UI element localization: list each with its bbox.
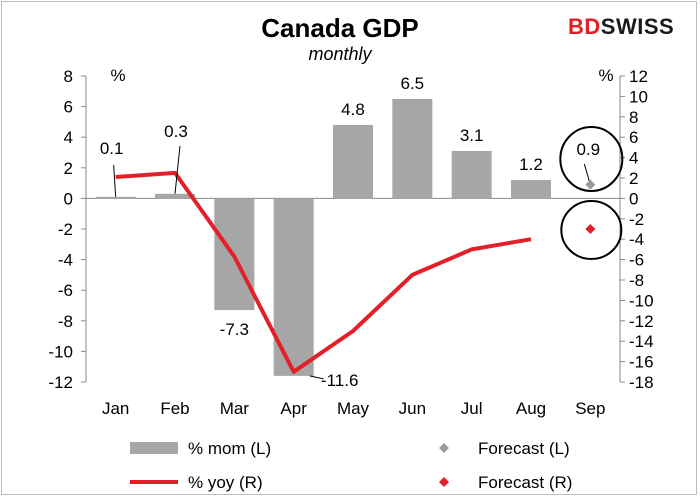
svg-text:BDSWISS: BDSWISS xyxy=(568,14,674,39)
bar-data-label: 4.8 xyxy=(341,100,365,119)
x-axis-label: Feb xyxy=(160,399,189,418)
legend-swatch-diamond xyxy=(439,477,449,487)
right-axis-tick-label: 6 xyxy=(629,128,638,147)
right-axis-tick-label: 4 xyxy=(629,149,638,168)
bar-data-label: 6.5 xyxy=(401,74,425,93)
right-axis-tick-label: 12 xyxy=(629,67,648,86)
x-axis-label: May xyxy=(337,399,370,418)
right-axis-tick-label: 8 xyxy=(629,108,638,127)
right-axis-tick-label: 0 xyxy=(629,189,638,208)
legend: % mom (L) Forecast (L) % yoy (R) Forecast (… xyxy=(130,439,572,492)
bar-mom xyxy=(333,124,373,199)
data-label-leader xyxy=(113,164,117,197)
x-axis-label: Aug xyxy=(516,399,546,418)
legend-swatch-bar xyxy=(130,442,178,454)
right-axis-tick-label: -8 xyxy=(629,271,644,290)
x-axis-label: Mar xyxy=(220,399,250,418)
bar-data-label: 0.3 xyxy=(164,122,188,141)
brand-logo-swiss: SWISS xyxy=(601,14,674,39)
right-axis-tick-label: -10 xyxy=(629,291,654,310)
left-axis-tick-label: 8 xyxy=(64,67,73,86)
x-axis-label: Jul xyxy=(461,399,483,418)
x-axis-label: Jun xyxy=(399,399,426,418)
legend-swatch-diamond xyxy=(439,443,449,453)
left-axis-tick-label: -8 xyxy=(58,312,73,331)
bar-mom xyxy=(451,150,492,199)
left-axis-tick-label: -6 xyxy=(58,281,73,300)
forecast-highlight-circle xyxy=(560,200,623,260)
right-axis-tick-label: -4 xyxy=(629,230,644,249)
legend-label: % yoy (R) xyxy=(188,473,263,492)
data-label-leader xyxy=(309,375,324,380)
left-axis-tick-label: 6 xyxy=(64,98,73,117)
x-axis-label: Sep xyxy=(575,399,605,418)
left-axis-tick-label: 2 xyxy=(64,159,73,178)
data-label-leader xyxy=(174,145,181,194)
bar-data-label: -7.3 xyxy=(220,320,249,339)
bar-data-label: 3.1 xyxy=(460,126,484,145)
legend-label: Forecast (L) xyxy=(478,439,570,458)
bar-data-label: 1.2 xyxy=(519,155,543,174)
left-axis-tick-label: -10 xyxy=(48,342,73,361)
right-axis-tick-label: -16 xyxy=(629,353,654,372)
brand-logo-bd: BD xyxy=(568,14,601,39)
right-axis-tick-label: -18 xyxy=(629,373,654,392)
forecast-data-label: 0.9 xyxy=(577,140,601,159)
right-axis-tick-label: -12 xyxy=(629,312,654,331)
left-axis-tick-label: -2 xyxy=(58,220,73,239)
x-axis-label: Jan xyxy=(102,399,129,418)
right-axis-tick-label: -2 xyxy=(629,210,644,229)
left-axis-tick-label: -12 xyxy=(48,373,73,392)
bar-mom xyxy=(95,196,136,199)
left-axis-unit: % xyxy=(110,66,125,85)
forecast-left-marker xyxy=(585,179,596,190)
bar-data-label: -11.6 xyxy=(321,371,359,390)
left-axis-tick-label: -4 xyxy=(58,251,73,270)
x-axis-label: Apr xyxy=(280,399,307,418)
line-yoy xyxy=(115,170,532,374)
right-axis-tick-label: 10 xyxy=(629,87,648,106)
bar-mom xyxy=(511,180,551,199)
bar-mom xyxy=(273,198,314,376)
legend-label: % mom (L) xyxy=(188,439,271,458)
canada-gdp-chart: Canada GDP monthly BDSWISS % % 86420-2-4… xyxy=(48,13,674,492)
chart-title: Canada GDP xyxy=(261,13,419,43)
left-axis-tick-label: 0 xyxy=(64,189,73,208)
left-axis-tick-label: 4 xyxy=(64,128,73,147)
right-axis-tick-label: -6 xyxy=(629,251,644,270)
legend-label: Forecast (R) xyxy=(478,473,572,492)
brand-logo: BDSWISS xyxy=(568,14,674,39)
bar-mom xyxy=(392,98,433,199)
forecast-right-marker xyxy=(585,224,596,234)
bar-mom xyxy=(155,193,195,199)
plot-area: 86420-2-4-6-8-10-12121086420-2-4-6-8-10-… xyxy=(48,67,653,418)
right-axis-tick-label: -14 xyxy=(629,332,654,351)
right-axis-tick-label: 2 xyxy=(629,169,638,188)
chart-subtitle: monthly xyxy=(308,44,372,64)
forecast-highlight-circle xyxy=(559,126,624,192)
right-axis-unit: % xyxy=(598,66,613,85)
bar-data-label: 0.1 xyxy=(100,139,124,158)
